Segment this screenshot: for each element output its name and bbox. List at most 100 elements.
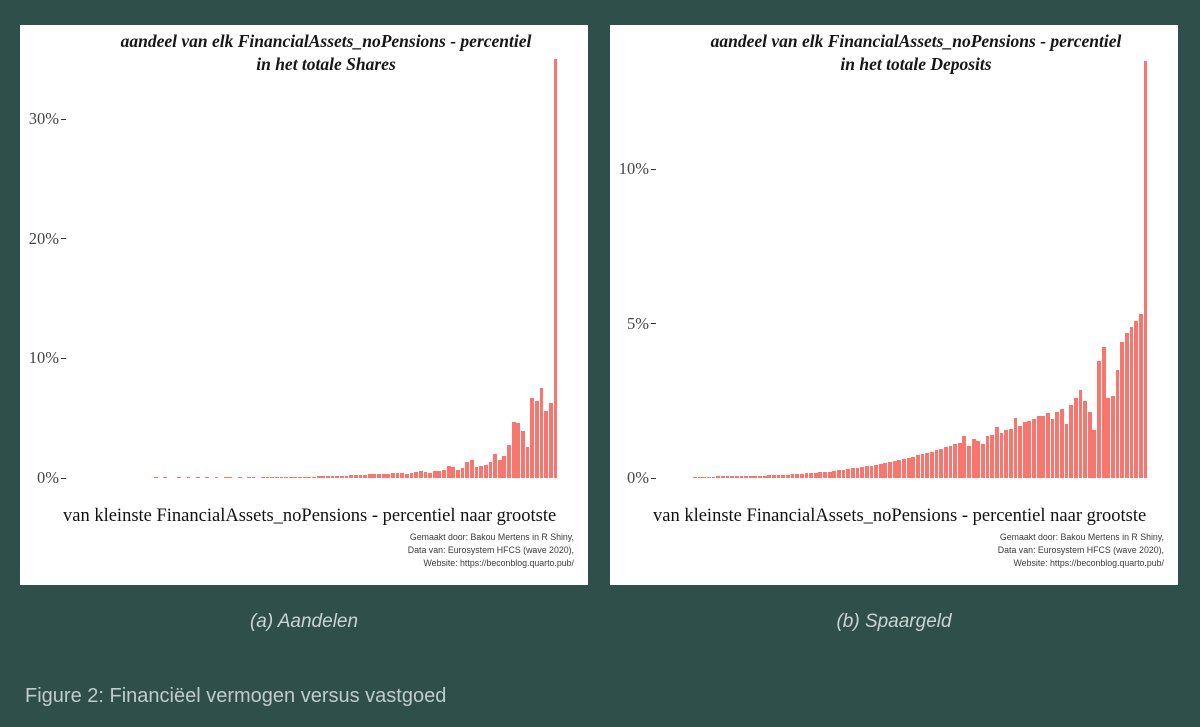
bar-percentile-99 [548, 402, 553, 478]
bar-percentile-27 [214, 477, 219, 478]
bar-percentile-79 [1046, 413, 1050, 478]
bar-percentile-11 [730, 476, 735, 478]
bar-percentile-82 [1059, 408, 1064, 478]
bar-percentile-45 [298, 476, 302, 478]
bar-percentile-64 [976, 440, 981, 478]
chart-title-line1: aandeel van elk FinancialAssets_noPensio… [710, 31, 1122, 51]
bar-percentile-47 [897, 460, 902, 478]
bar-percentile-33 [832, 470, 837, 478]
subcaption-a: (a) Aandelen [249, 611, 359, 632]
y-tick-label: 5% [627, 313, 649, 333]
bar-percentile-58 [948, 445, 953, 478]
bar-percentile-91 [511, 421, 516, 478]
bar-percentile-21 [186, 477, 191, 478]
bar-percentile-76 [1032, 419, 1036, 478]
bar-percentile-56 [939, 448, 944, 478]
bar-percentile-77 [1036, 416, 1041, 478]
bar-percentile-51 [326, 476, 330, 478]
y-tick-label: 20% [28, 228, 59, 248]
credits-website: Website: https://beconblog.quarto.pub/ [423, 558, 574, 569]
bar-percentile-94 [525, 446, 530, 478]
bar-percentile-16 [753, 475, 758, 478]
bar-percentile-54 [929, 451, 934, 478]
bar-percentile-47 [307, 476, 312, 478]
bar-percentile-80 [460, 468, 465, 478]
bar-percentile-71 [1008, 428, 1013, 478]
bar-percentile-61 [962, 436, 967, 478]
bar-percentile-70 [1004, 430, 1009, 478]
bar-percentile-35 [841, 469, 846, 478]
bar-percentile-62 [377, 473, 381, 478]
bar-percentile-95 [530, 397, 535, 478]
bar-percentile-53 [925, 453, 930, 478]
bar-percentile-95 [1120, 342, 1125, 478]
bar-percentile-65 [981, 444, 985, 478]
bar-percentile-89 [502, 456, 507, 478]
bar-percentile-53 [335, 475, 340, 478]
bar-percentile-43 [288, 476, 293, 478]
credits-datasource: Data van: Eurosystem HFCS (wave 2020), [997, 545, 1164, 556]
bar-percentile-78 [1041, 416, 1046, 478]
bar-percentile-86 [488, 462, 493, 478]
bar-percentile-27 [804, 473, 809, 478]
bar-percentile-31 [823, 471, 827, 478]
bar-percentile-71 [418, 471, 423, 478]
bar-percentile-50 [911, 456, 916, 478]
y-tick-mark [651, 323, 656, 325]
bar-percentile-100 [1143, 61, 1148, 478]
bar-percentile-42 [284, 476, 288, 478]
bar-percentile-39 [270, 477, 275, 478]
bar-percentile-63 [381, 474, 386, 478]
bar-percentile-82 [469, 460, 474, 478]
bar-percentile-45 [888, 461, 892, 478]
bar-percentile-64 [386, 473, 391, 478]
bar-percentile-23 [195, 477, 200, 478]
y-tick-label: 0% [37, 468, 59, 487]
bar-percentile-46 [892, 461, 897, 478]
y-tick-label: 30% [28, 109, 59, 128]
bar-percentile-19 [177, 477, 182, 478]
bar-percentile-92 [516, 422, 521, 478]
bar-percentile-23 [785, 474, 790, 478]
bar-percentile-100 [553, 59, 558, 478]
bar-percentile-98 [1134, 320, 1139, 478]
bar-percentile-48 [902, 458, 906, 478]
bar-percentile-52 [330, 475, 335, 478]
y-tick-label: 10% [618, 159, 649, 179]
bar-percentile-20 [772, 475, 776, 478]
figure-caption: Figure 2: Financiëel vermogen versus vas… [25, 685, 447, 707]
bar-percentile-36 [846, 469, 851, 478]
bar-percentile-59 [953, 444, 957, 478]
bar-percentile-93 [521, 431, 525, 478]
bar-percentile-86 [1078, 390, 1083, 478]
bar-percentile-74 [1022, 422, 1027, 478]
bar-percentile-44 [293, 476, 298, 478]
bar-percentile-14 [744, 475, 748, 478]
bar-percentile-22 [781, 474, 786, 478]
bar-percentile-58 [358, 475, 363, 478]
credits-shares: Gemaakt door: Bakou Mertens in R Shiny, … [408, 531, 574, 571]
bar-percentile-39 [860, 467, 865, 478]
bar-percentile-88 [1087, 411, 1092, 478]
bar-percentile-85 [1073, 397, 1078, 478]
bar-percentile-94 [1115, 369, 1120, 478]
bar-percentile-30 [818, 472, 823, 478]
x-axis-label-deposits: van kleinste FinancialAssets_noPensions … [653, 506, 1147, 526]
bar-percentile-24 [790, 474, 795, 478]
bar-percentile-21 [776, 474, 781, 478]
chart-title-deposits: aandeel van elk FinancialAssets_noPensio… [658, 30, 1174, 76]
bar-percentile-52 [920, 454, 925, 478]
y-axis-deposits: 0% 5% 10% [610, 58, 658, 487]
y-tick-mark [61, 118, 66, 120]
bar-percentile-25 [205, 477, 210, 478]
bar-percentile-96 [1124, 332, 1129, 478]
bar-percentile-41 [279, 477, 284, 478]
bar-percentile-91 [1101, 346, 1106, 478]
bar-percentile-55 [934, 450, 939, 478]
bar-percentile-44 [883, 462, 888, 478]
bar-percentile-97 [1129, 326, 1134, 478]
credits-author: Gemaakt door: Bakou Mertens in R Shiny, [999, 532, 1164, 542]
bar-percentile-5 [702, 476, 707, 478]
bar-percentile-67 [990, 434, 995, 478]
chart-panel-shares: aandeel van elk FinancialAssets_noPensio… [20, 25, 588, 585]
